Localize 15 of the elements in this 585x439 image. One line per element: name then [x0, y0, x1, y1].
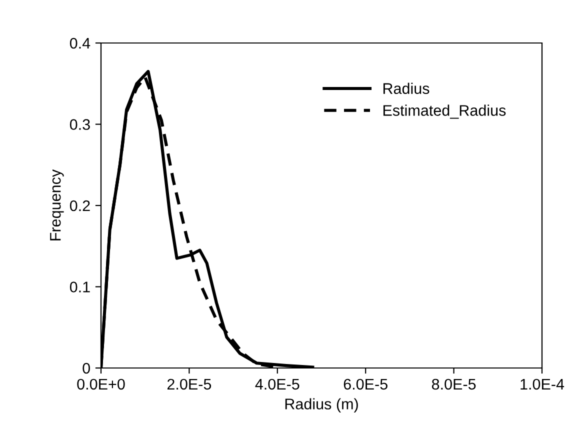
y-tick-label: 0 [82, 362, 90, 374]
legend-label: Radius [383, 82, 430, 94]
x-tick-label: 4.0E-5 [255, 378, 300, 390]
x-tick-label: 1.0E-4 [520, 378, 564, 390]
legend-label: Estimated_Radius [383, 104, 506, 119]
y-tick-label: 0.4 [70, 38, 90, 49]
y-axis-title: Frequency [50, 169, 64, 240]
y-tick-label: 0.3 [70, 119, 90, 130]
x-tick-label: 8.0E-5 [432, 378, 476, 390]
y-tick-label: 0.2 [70, 200, 90, 212]
x-tick-label: 0.0E+0 [77, 378, 125, 390]
x-tick-label: 6.0E-5 [344, 378, 388, 390]
x-tick-label: 2.0E-5 [167, 378, 212, 390]
y-tick-label: 0.1 [70, 282, 90, 292]
x-axis-title: Radius (m) [285, 398, 358, 412]
